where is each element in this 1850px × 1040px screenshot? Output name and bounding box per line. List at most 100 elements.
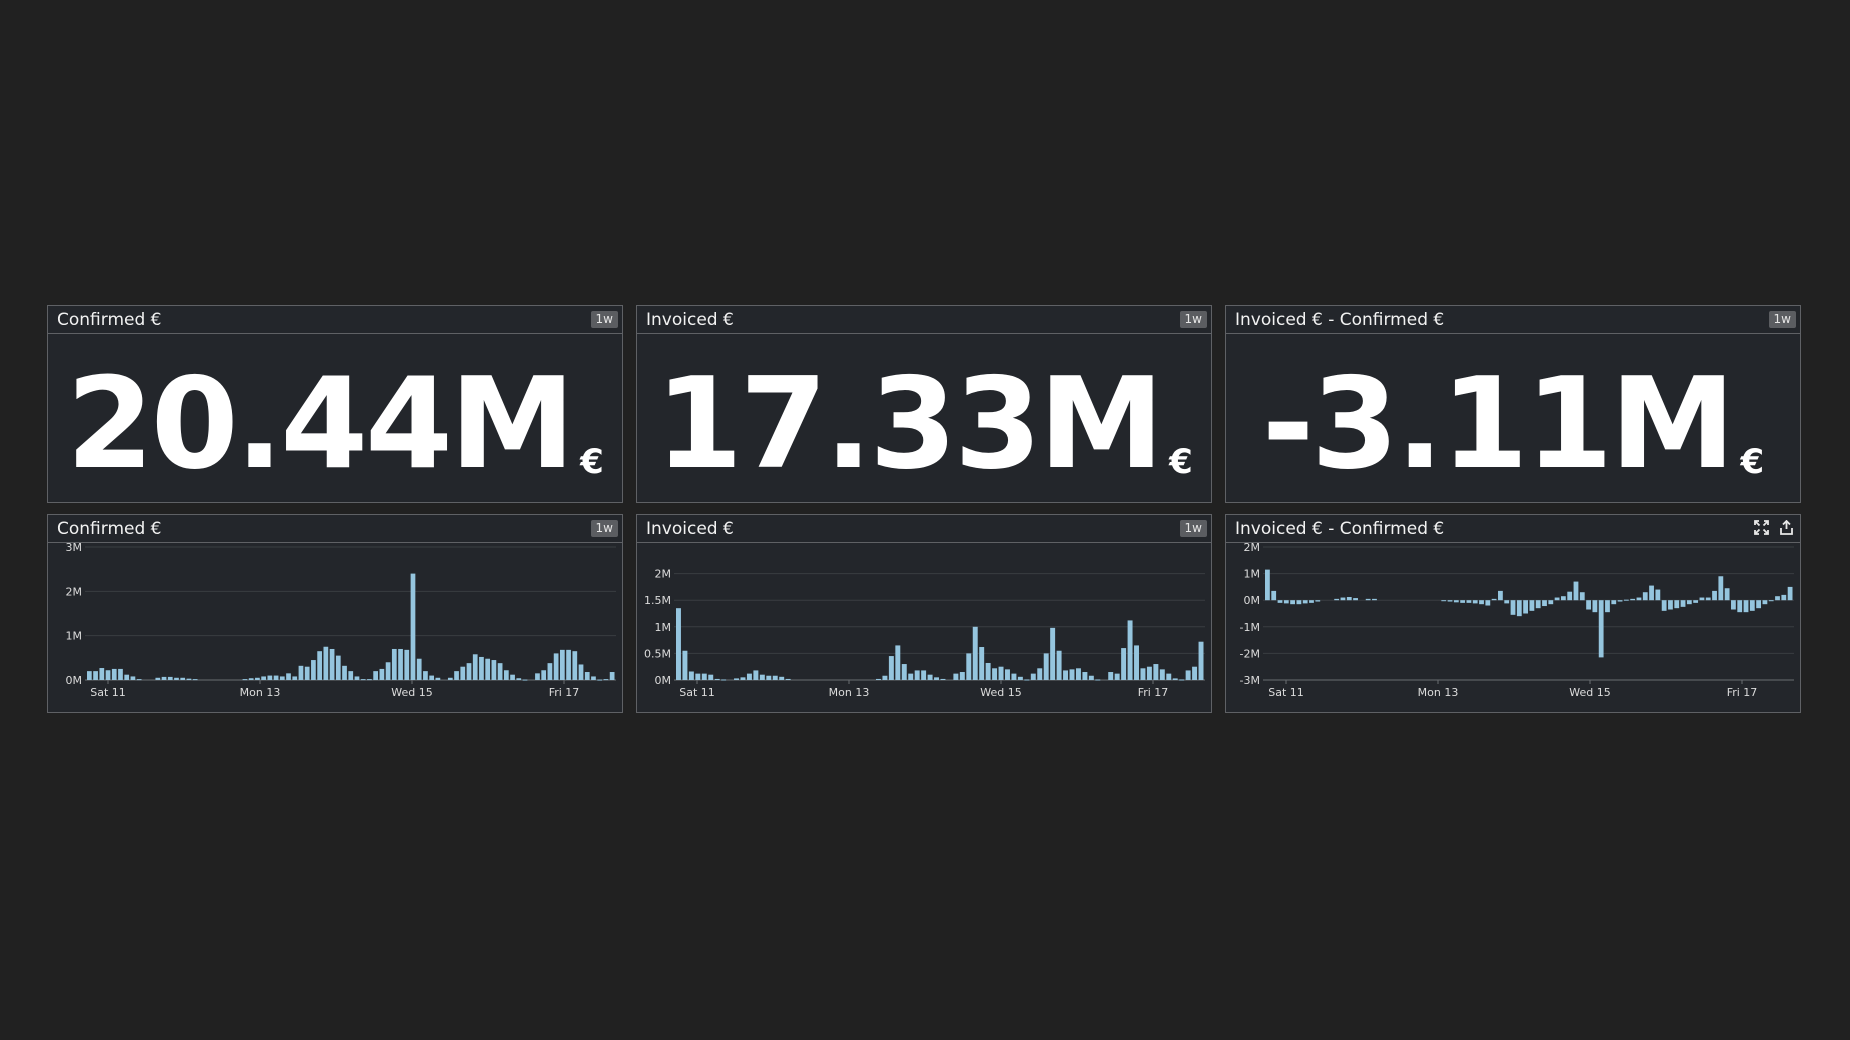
bar[interactable]	[541, 670, 547, 680]
bar[interactable]	[460, 666, 466, 680]
bar[interactable]	[124, 674, 130, 680]
bar[interactable]	[311, 660, 316, 680]
bar[interactable]	[1768, 600, 1774, 602]
bar[interactable]	[497, 663, 503, 680]
bar[interactable]	[535, 673, 540, 680]
bar[interactable]	[1731, 600, 1736, 610]
bar[interactable]	[105, 670, 111, 680]
bar[interactable]	[1121, 648, 1127, 680]
bar[interactable]	[1781, 594, 1787, 601]
bar[interactable]	[118, 668, 123, 680]
bar[interactable]	[373, 671, 378, 680]
bar[interactable]	[1011, 673, 1017, 680]
bar[interactable]	[1680, 600, 1686, 607]
bar[interactable]	[161, 676, 167, 680]
bar[interactable]	[940, 678, 946, 680]
bar[interactable]	[1441, 600, 1447, 602]
bar[interactable]	[572, 651, 578, 680]
bar-chart[interactable]: 0M 0.5M 1M 1.5M 2M Sat 11 Mon 13 Wed 15 Fri 17	[637, 543, 1211, 712]
bar[interactable]	[566, 649, 571, 680]
bar[interactable]	[1586, 600, 1591, 610]
bar[interactable]	[1063, 670, 1069, 680]
bar[interactable]	[1265, 569, 1270, 601]
bar[interactable]	[1649, 585, 1654, 601]
bar[interactable]	[279, 676, 285, 680]
bar[interactable]	[779, 676, 785, 680]
bar[interactable]	[323, 646, 329, 680]
bar[interactable]	[99, 668, 105, 680]
bar[interactable]	[1762, 600, 1768, 605]
bar[interactable]	[1535, 600, 1541, 609]
bar[interactable]	[998, 666, 1004, 680]
bar[interactable]	[1668, 600, 1673, 610]
bar[interactable]	[1290, 600, 1295, 605]
bar[interactable]	[398, 648, 403, 680]
bar[interactable]	[1787, 586, 1793, 601]
bar[interactable]	[416, 658, 422, 680]
bar[interactable]	[423, 671, 428, 680]
bar[interactable]	[1510, 600, 1516, 615]
bar[interactable]	[1636, 597, 1642, 601]
bar[interactable]	[966, 653, 972, 680]
bar[interactable]	[766, 675, 772, 680]
bar[interactable]	[87, 671, 92, 680]
bar[interactable]	[379, 668, 385, 680]
bar-chart[interactable]: -3M -2M -1M 0M 1M 2M Sat 11 Mon 13 Wed 15 Fri 17	[1226, 543, 1800, 712]
bar[interactable]	[1146, 666, 1152, 680]
bar[interactable]	[466, 663, 472, 680]
bar[interactable]	[875, 678, 881, 680]
bar[interactable]	[367, 679, 372, 681]
bar[interactable]	[927, 674, 933, 680]
bar[interactable]	[1271, 590, 1277, 601]
bar[interactable]	[746, 673, 752, 680]
bar[interactable]	[1005, 669, 1010, 680]
bar[interactable]	[1592, 600, 1598, 613]
bar[interactable]	[1479, 600, 1484, 605]
bar[interactable]	[1056, 650, 1062, 680]
bar[interactable]	[429, 675, 435, 680]
bar[interactable]	[553, 653, 559, 680]
bar[interactable]	[391, 648, 397, 680]
bar[interactable]	[1712, 590, 1717, 601]
bar[interactable]	[1365, 598, 1371, 601]
bar[interactable]	[559, 649, 565, 680]
bar[interactable]	[410, 573, 416, 680]
bar[interactable]	[1030, 673, 1036, 680]
bar[interactable]	[1192, 666, 1198, 680]
bar[interactable]	[1504, 600, 1510, 604]
bar[interactable]	[111, 668, 117, 680]
bar[interactable]	[1567, 591, 1573, 601]
bar[interactable]	[136, 679, 142, 681]
bar[interactable]	[1749, 600, 1755, 611]
bar[interactable]	[491, 660, 497, 680]
bar[interactable]	[1630, 598, 1636, 601]
bar[interactable]	[1605, 600, 1610, 613]
bar[interactable]	[1579, 592, 1585, 601]
bar[interactable]	[342, 665, 347, 680]
bar[interactable]	[1686, 600, 1692, 605]
bar[interactable]	[547, 663, 553, 680]
bar[interactable]	[1334, 598, 1340, 601]
bar[interactable]	[360, 679, 366, 681]
bar[interactable]	[1642, 592, 1648, 601]
bar[interactable]	[1088, 675, 1094, 680]
bar[interactable]	[888, 656, 894, 680]
bar[interactable]	[1017, 676, 1023, 680]
bar[interactable]	[447, 677, 453, 680]
bar[interactable]	[1309, 600, 1314, 603]
bar[interactable]	[882, 675, 888, 680]
bar[interactable]	[921, 670, 927, 680]
bar[interactable]	[1485, 600, 1491, 606]
bar[interactable]	[1127, 620, 1133, 680]
bar[interactable]	[1554, 597, 1560, 601]
bar[interactable]	[1472, 600, 1478, 604]
bar[interactable]	[972, 626, 978, 680]
bar[interactable]	[329, 648, 335, 680]
bar[interactable]	[273, 675, 279, 680]
bar[interactable]	[676, 608, 681, 680]
bar[interactable]	[1542, 600, 1547, 607]
bar[interactable]	[503, 670, 509, 680]
bar[interactable]	[895, 645, 901, 680]
bar[interactable]	[1172, 678, 1178, 680]
bar[interactable]	[472, 654, 478, 680]
